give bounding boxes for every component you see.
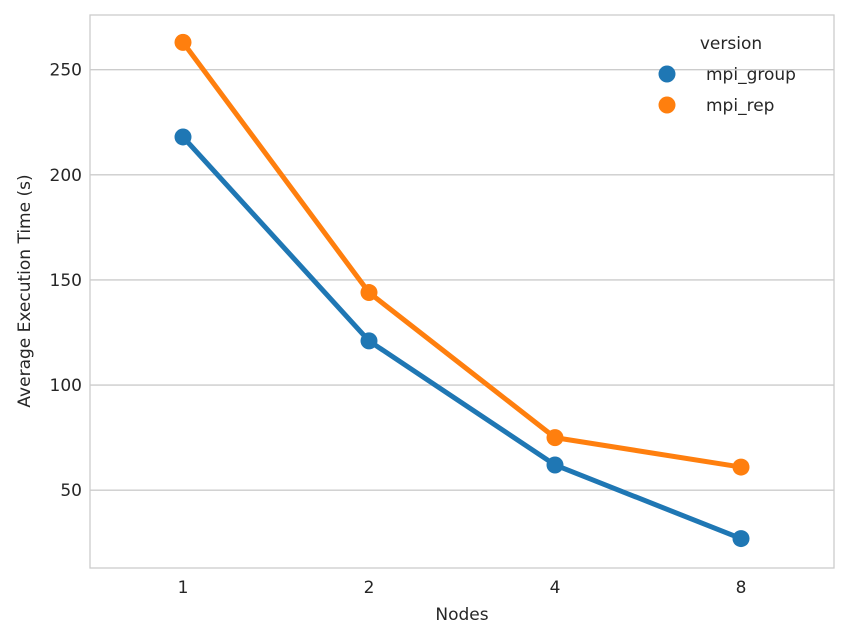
point-mpi_group-8: [732, 530, 750, 548]
legend-title: version: [700, 34, 762, 54]
point-mpi_group-1: [174, 128, 192, 146]
y-tick-labels: 50 100 150 200 250: [50, 61, 82, 502]
legend-marker-mpi_rep: [658, 96, 676, 114]
y-tick-label-250: 250: [50, 61, 82, 81]
y-tick-label-50: 50: [60, 481, 82, 501]
legend-label-mpi_group: mpi_group: [706, 65, 796, 85]
legend-label-mpi_rep: mpi_rep: [706, 96, 774, 116]
x-axis-label: Nodes: [435, 605, 488, 625]
point-mpi_rep-4: [546, 429, 564, 447]
y-axis-label: Average Execution Time (s): [15, 174, 35, 407]
x-tick-label-8: 8: [736, 578, 747, 598]
series-line-mpi_rep: [180, 39, 744, 470]
point-mpi_rep-2: [360, 284, 378, 302]
legend-marker-mpi_group: [658, 65, 676, 83]
y-tick-label-100: 100: [50, 376, 82, 396]
y-tick-label-200: 200: [50, 166, 82, 186]
point-mpi_rep-1: [174, 33, 192, 51]
grid-lines: [90, 69, 834, 491]
point-mpi_rep-8: [732, 458, 750, 476]
x-tick-label-2: 2: [364, 578, 375, 598]
legend: version mpi_group mpi_rep: [658, 34, 796, 116]
point-mpi_group-4: [546, 456, 564, 474]
y-tick-label-150: 150: [50, 271, 82, 291]
point-mpi_group-2: [360, 332, 378, 350]
x-tick-label-4: 4: [550, 578, 561, 598]
x-tick-label-1: 1: [178, 578, 189, 598]
x-tick-labels: 1 2 4 8: [178, 578, 747, 598]
series-group: [174, 33, 750, 548]
series-line-mpi_group: [180, 134, 744, 542]
plot-area: [89, 14, 835, 569]
